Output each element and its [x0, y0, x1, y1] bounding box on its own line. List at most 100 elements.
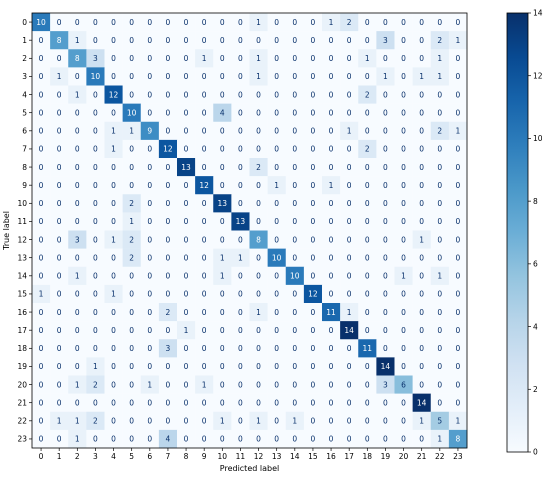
heatmap-cell [322, 194, 341, 213]
heatmap-cell [32, 230, 51, 249]
cell-value-label: 0 [129, 145, 134, 154]
cell-value-label: 0 [75, 18, 80, 27]
heatmap-cell [213, 139, 232, 159]
cell-value-label: 0 [184, 235, 189, 244]
cell-value-label: 0 [311, 326, 316, 335]
cell-value-label: 10 [272, 253, 282, 262]
heatmap-cell [303, 49, 323, 68]
heatmap-cell [303, 284, 323, 304]
heatmap-cell [104, 49, 123, 68]
cell-value-label: 0 [147, 417, 152, 426]
heatmap-cell [412, 121, 432, 141]
cell-value-label: 0 [147, 435, 152, 444]
heatmap-cell [249, 103, 268, 123]
cell-value-label: 0 [347, 217, 352, 226]
x-axis-ticks: 0 1 2 3 4 5 6 7 8 9 10 11 12 13 14 15 16 17 18 19 20 21 22 23 [39, 448, 463, 461]
heatmap-cell [358, 158, 377, 177]
heatmap-cell [376, 103, 395, 123]
heatmap-cell [358, 67, 377, 86]
heatmap-cell [122, 303, 142, 322]
heatmap-cell [32, 194, 51, 213]
heatmap-cell [32, 357, 51, 376]
cell-value-label: 0 [456, 235, 461, 244]
heatmap-cell [322, 31, 341, 50]
heatmap-cell [177, 121, 196, 141]
cell-value-label: 0 [383, 398, 388, 407]
heatmap-cell [303, 393, 323, 413]
heatmap-cell [86, 139, 105, 159]
cell-value-label: 0 [383, 290, 388, 299]
heatmap-cell [104, 393, 123, 413]
cell-value-label: 0 [39, 362, 44, 371]
heatmap-cell [213, 357, 232, 376]
cell-value-label: 0 [57, 253, 62, 262]
y-tick-label: 2 [22, 54, 27, 63]
heatmap-cell [213, 339, 232, 358]
heatmap-cell [122, 429, 142, 449]
heatmap-cell [303, 13, 323, 32]
cell-value-label: 1 [419, 417, 424, 426]
heatmap-cell [376, 248, 395, 268]
heatmap-cell [68, 393, 87, 413]
cell-value-label: 0 [292, 54, 297, 63]
cell-value-label: 0 [329, 54, 334, 63]
cell-value-label: 0 [437, 108, 442, 117]
cell-value-label: 0 [166, 127, 171, 136]
heatmap-cell [376, 212, 395, 231]
cell-value-label: 0 [311, 18, 316, 27]
cell-value-label: 0 [166, 54, 171, 63]
heatmap-cell [430, 375, 450, 394]
cell-value-label: 0 [311, 90, 316, 99]
cell-value-label: 0 [365, 181, 370, 190]
cell-value-label: 0 [166, 380, 171, 389]
heatmap-cell [430, 176, 450, 195]
heatmap-cell [50, 357, 69, 376]
heatmap-cell [358, 194, 377, 213]
cell-value-label: 0 [238, 272, 243, 281]
heatmap-cell [68, 139, 87, 159]
heatmap-cell [32, 158, 51, 177]
cell-value-label: 0 [147, 217, 152, 226]
cell-value-label: 2 [437, 36, 442, 45]
cell-value-label: 0 [256, 181, 261, 190]
heatmap-cell [140, 375, 160, 394]
heatmap-cell [177, 67, 196, 86]
cell-value-label: 0 [274, 344, 279, 353]
cell-value-label: 0 [383, 145, 388, 154]
heatmap-cell [177, 266, 196, 286]
cell-value-label: 1 [419, 72, 424, 81]
cell-value-label: 2 [256, 163, 261, 172]
cell-value-label: 0 [111, 308, 116, 317]
heatmap-cell [32, 139, 51, 159]
cell-value-label: 0 [401, 108, 406, 117]
cell-value-label: 0 [202, 326, 207, 335]
cell-value-label: 0 [147, 326, 152, 335]
heatmap-cell [376, 429, 395, 449]
cell-value-label: 0 [57, 217, 62, 226]
cell-value-label: 0 [437, 344, 442, 353]
cell-value-label: 0 [292, 181, 297, 190]
y-tick-label: 1 [22, 36, 27, 45]
heatmap-cell [32, 212, 51, 231]
heatmap-cell [177, 139, 196, 159]
heatmap-cell [122, 85, 142, 104]
cell-value-label: 0 [93, 145, 98, 154]
cell-value-label: 0 [365, 398, 370, 407]
cell-value-label: 6 [401, 380, 406, 389]
cell-value-label: 0 [456, 253, 461, 262]
heatmap-cell [231, 284, 250, 304]
cell-value-label: 0 [238, 72, 243, 81]
cell-value-label: 0 [292, 108, 297, 117]
cell-value-label: 0 [129, 272, 134, 281]
cell-value-label: 0 [256, 362, 261, 371]
cell-value-label: 0 [311, 272, 316, 281]
heatmap-cell [322, 411, 341, 431]
heatmap-cell [376, 121, 395, 141]
heatmap-cell [376, 303, 395, 322]
y-tick-label: 23 [17, 435, 27, 444]
heatmap-cell [358, 85, 377, 104]
heatmap-cell [412, 321, 432, 340]
cell-value-label: 0 [184, 199, 189, 208]
cell-value-label: 1 [329, 181, 334, 190]
cell-value-label: 1 [184, 326, 189, 335]
